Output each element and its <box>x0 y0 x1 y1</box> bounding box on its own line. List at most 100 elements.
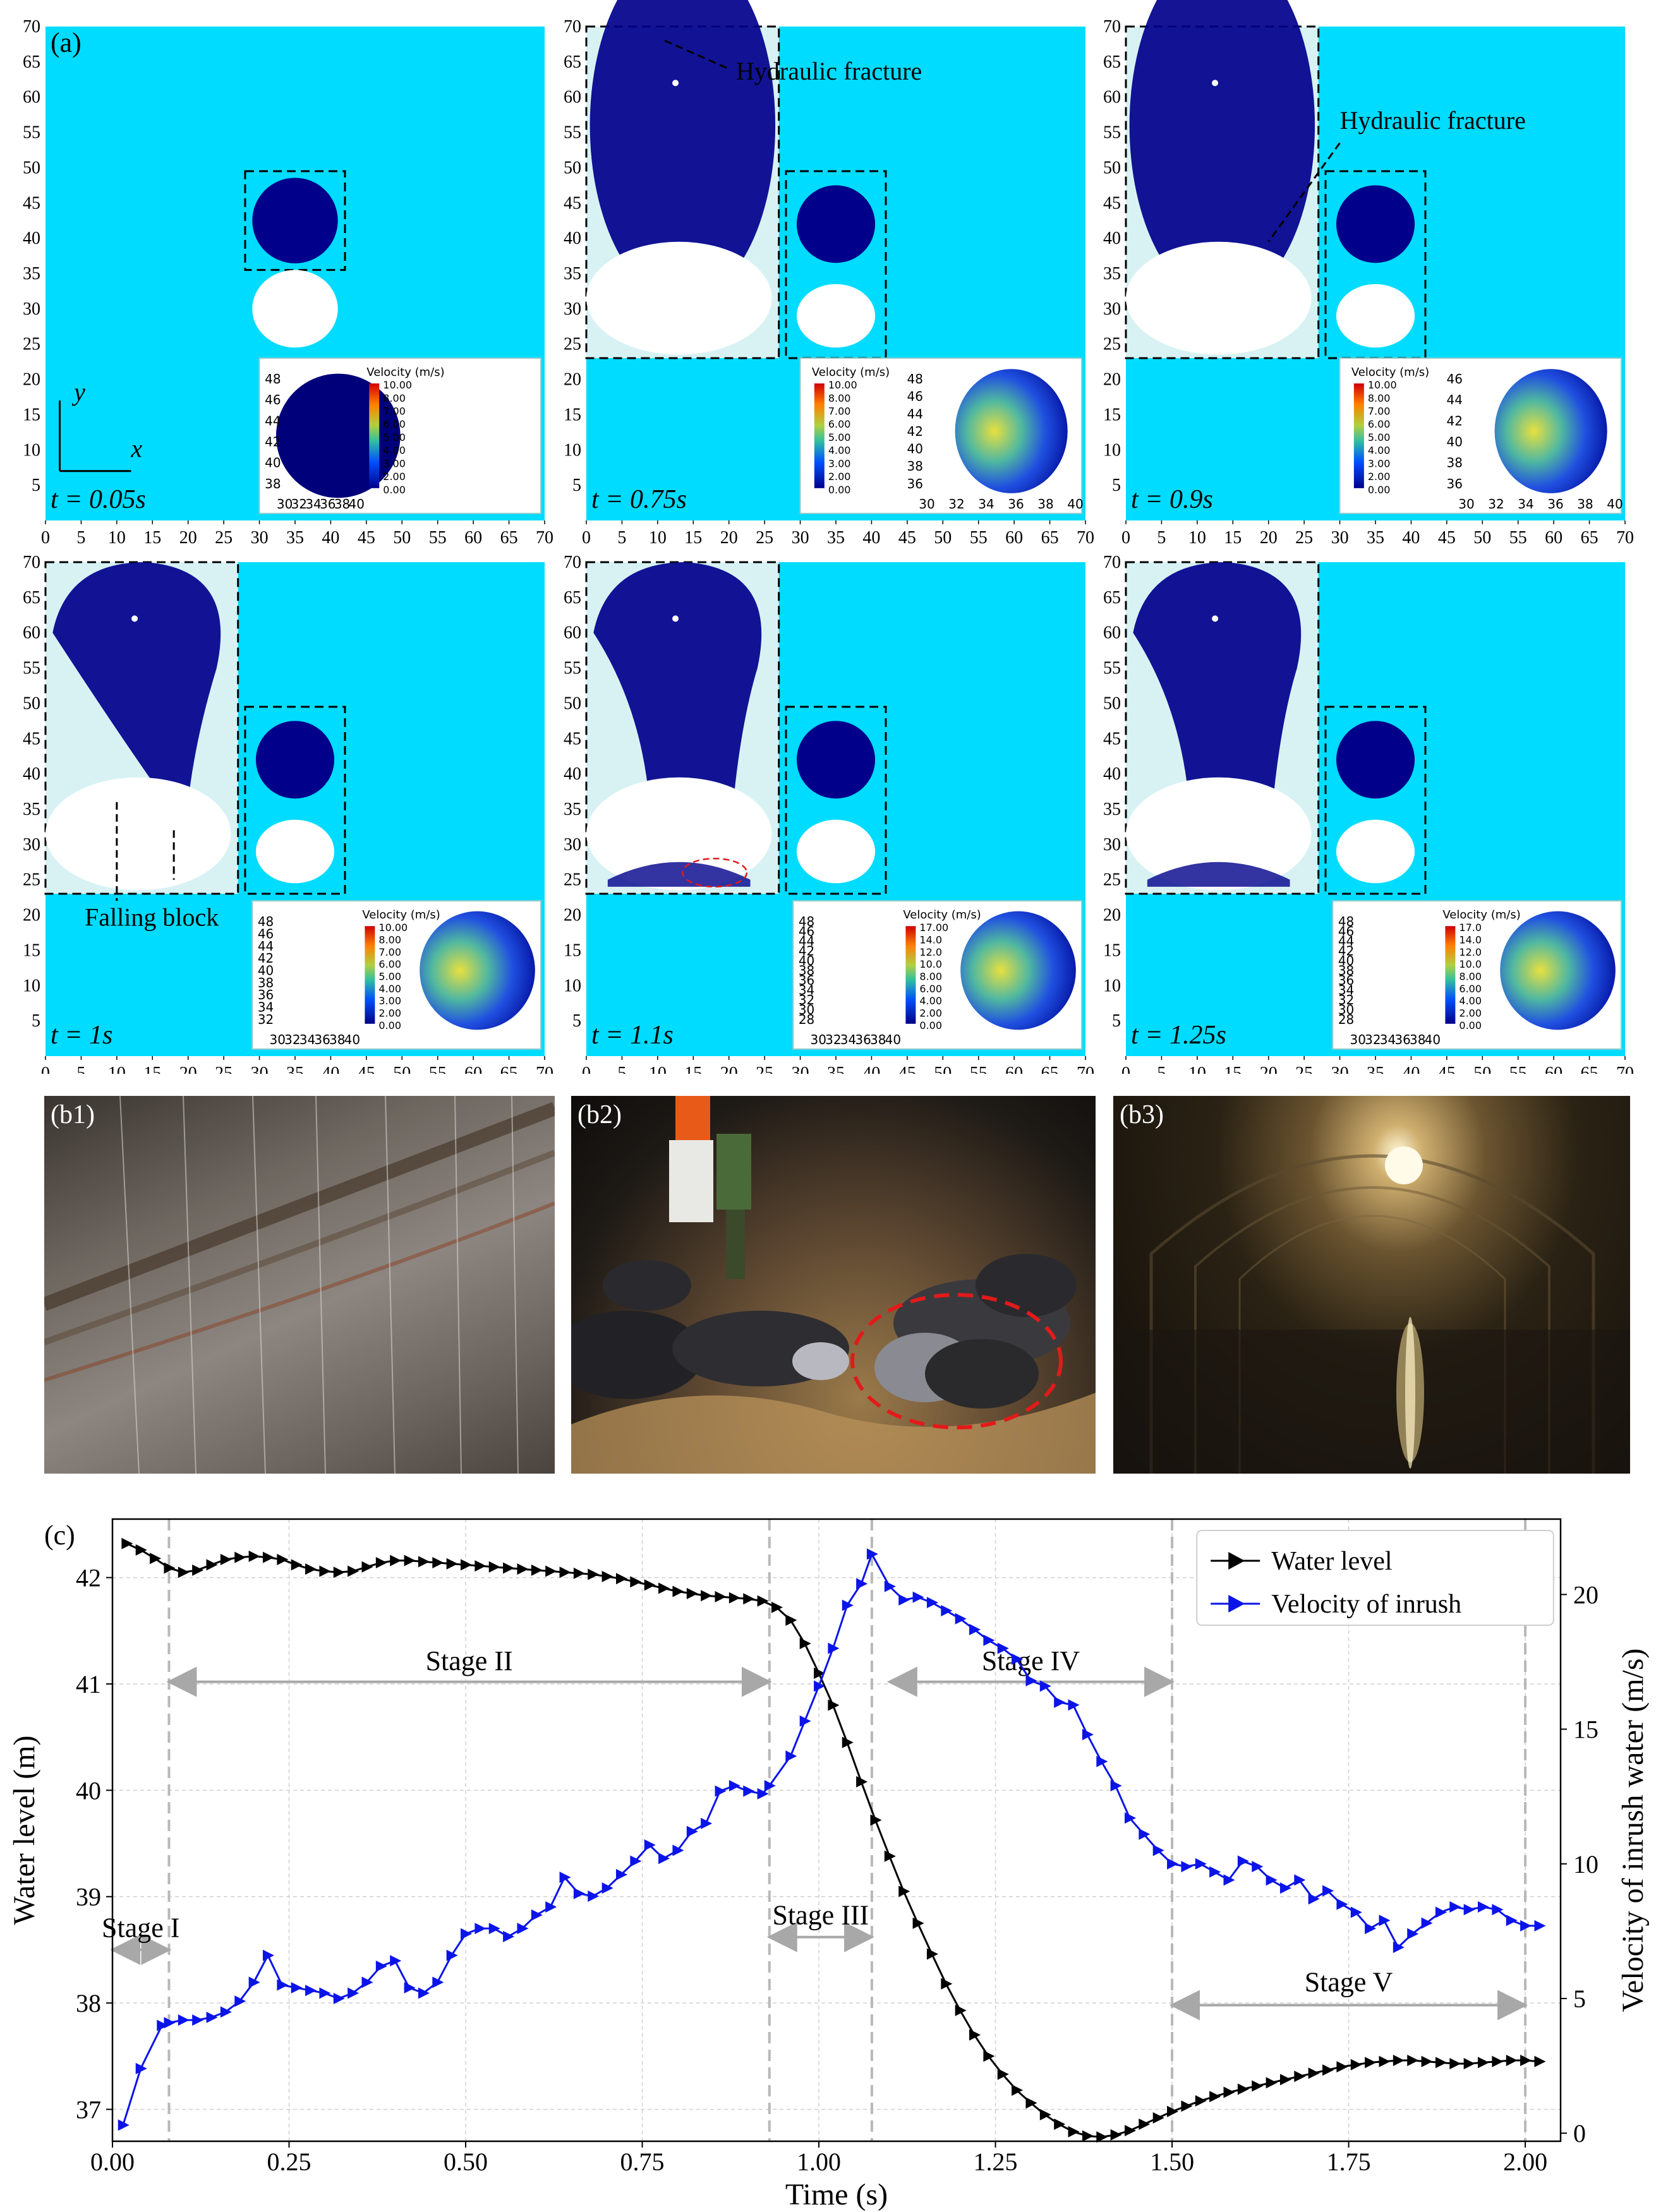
x-tick-label: 35 <box>1367 528 1384 548</box>
data-point-marker <box>1421 2055 1433 2067</box>
data-point-marker <box>1294 1874 1306 1886</box>
y-tick-label: 15 <box>23 941 40 960</box>
rock-particle-mass <box>1129 0 1315 302</box>
data-point-marker <box>842 1736 854 1748</box>
zoom-window-box-small <box>785 706 887 895</box>
data-point-marker <box>1407 1928 1419 1940</box>
y-tick-label: 50 <box>23 694 40 713</box>
x-tick-label: 50 <box>1473 528 1491 548</box>
y-tick-label: 50 <box>1103 694 1121 713</box>
debris-scene <box>571 1096 1096 1474</box>
colorbar-tick-label: 10.00 <box>378 922 408 934</box>
data-point-marker <box>559 1566 571 1578</box>
data-point-marker <box>305 1563 317 1575</box>
colorbar-tick-label: 8.00 <box>378 934 401 946</box>
data-point-marker <box>446 1558 458 1570</box>
tunnel-scene <box>1113 1146 1630 1474</box>
inset-y-tick: 36 <box>258 987 274 1002</box>
data-point-marker <box>884 1850 896 1862</box>
velocity-colorbar <box>1445 926 1456 1024</box>
small-cavity <box>796 284 876 348</box>
x-tick-label: 35 <box>286 528 304 548</box>
x-tick-label: 60 <box>464 528 482 548</box>
inset-x-tick: 40 <box>349 496 365 512</box>
data-point-marker <box>333 1993 345 2005</box>
data-point-marker <box>912 1591 924 1603</box>
small-rock-mass <box>796 721 876 799</box>
data-point-marker <box>1110 2129 1122 2141</box>
inset-y-tick: 42 <box>258 951 274 966</box>
y-tick-label: 70 <box>564 553 581 572</box>
data-point-marker <box>474 1923 486 1935</box>
data-point-marker <box>1449 2058 1461 2070</box>
colorbar-tick-label: 12.0 <box>1459 946 1482 958</box>
x-tick-label: 40 <box>862 1064 880 1074</box>
data-point-marker <box>870 1814 882 1826</box>
sim-panel-3: 0 551010151520202525303035354040454550505… <box>1103 0 1634 548</box>
colorbar-tick-label: 6.00 <box>378 958 401 970</box>
colorbar-tick-label: 4.00 <box>1459 995 1482 1007</box>
inset-x-tick: 30 <box>1458 496 1474 512</box>
colorbar-tick-label: 12.0 <box>919 946 942 958</box>
y-tick-label: 50 <box>23 158 40 177</box>
data-point-marker <box>1294 2071 1306 2083</box>
x-tick-label: 2.00 <box>1503 2148 1547 2176</box>
x-tick-label: 55 <box>429 528 447 548</box>
data-point-marker <box>1350 1906 1362 1918</box>
x-tick-label: 25 <box>215 1064 233 1074</box>
x-tick-label: 35 <box>286 1064 304 1074</box>
y-tick-label: 38 <box>76 1989 101 2017</box>
inset-x-tick: 36 <box>314 1032 330 1047</box>
x-tick-label: 55 <box>970 528 988 548</box>
data-point-marker <box>404 1554 416 1566</box>
inset-y-tick: 28 <box>799 1012 814 1027</box>
data-point-marker <box>1350 2059 1362 2071</box>
x-tick-label: 20 <box>1260 528 1278 548</box>
y-tick-label: 5 <box>32 1011 40 1031</box>
inset-x-tick: 40 <box>344 1032 360 1047</box>
panel-label-a: (a) <box>51 27 82 58</box>
data-point-marker <box>1054 1696 1066 1708</box>
colorbar-tick-label: 4.00 <box>383 445 406 457</box>
data-point-marker <box>1534 2055 1546 2067</box>
inset-particle-blob <box>955 369 1068 493</box>
data-point-marker <box>1082 1729 1094 1741</box>
data-point-marker <box>799 1715 811 1727</box>
inset-y-tick: 38 <box>907 459 923 474</box>
x-tick-label: 0.25 <box>267 2148 311 2176</box>
inset-particle-blob <box>275 373 401 498</box>
colorbar-tick-label: 8.00 <box>383 392 406 404</box>
data-point-marker <box>997 2068 1009 2080</box>
x-tick-label: 40 <box>862 528 880 548</box>
y-tick-label: 40 <box>564 764 581 784</box>
colorbar-tick-label: 3.00 <box>383 457 406 469</box>
x-tick-label: 5 <box>617 1064 626 1074</box>
legend-label: Water level <box>1271 1547 1392 1576</box>
data-point-marker <box>799 1638 811 1649</box>
data-point-marker <box>969 2029 981 2041</box>
inset-y-tick: 48 <box>258 914 274 929</box>
data-point-marker <box>926 1597 938 1609</box>
data-point-marker <box>234 1995 246 2007</box>
x-tick-label: 5 <box>1157 1064 1166 1074</box>
inset-y-tick: 46 <box>258 927 274 942</box>
y-tick-label: 10 <box>23 440 40 460</box>
y-tick-label: 10 <box>1103 976 1121 995</box>
data-point-marker <box>1237 2083 1249 2095</box>
y-tick-label: 5 <box>1112 1011 1121 1031</box>
data-point-marker <box>1152 1844 1164 1856</box>
photo-label-b2: (b2) <box>577 1100 622 1129</box>
data-point-marker <box>234 1551 246 1563</box>
x-tick-label: 0.50 <box>444 2148 488 2176</box>
data-point-marker <box>206 2011 218 2023</box>
x-tick-label: 10 <box>1188 1064 1206 1074</box>
y-tick-label: 45 <box>564 729 581 748</box>
data-point-marker <box>828 1642 840 1654</box>
data-point-marker <box>277 1553 289 1565</box>
photo-label-b3: (b3) <box>1120 1100 1164 1129</box>
y-tick-label: 25 <box>1103 870 1121 890</box>
x-tick-label: 25 <box>215 528 233 548</box>
y-tick-label: 45 <box>1103 193 1121 213</box>
x-tick-label: 70 <box>536 528 553 548</box>
colorbar-tick-label: 4.00 <box>378 983 401 995</box>
